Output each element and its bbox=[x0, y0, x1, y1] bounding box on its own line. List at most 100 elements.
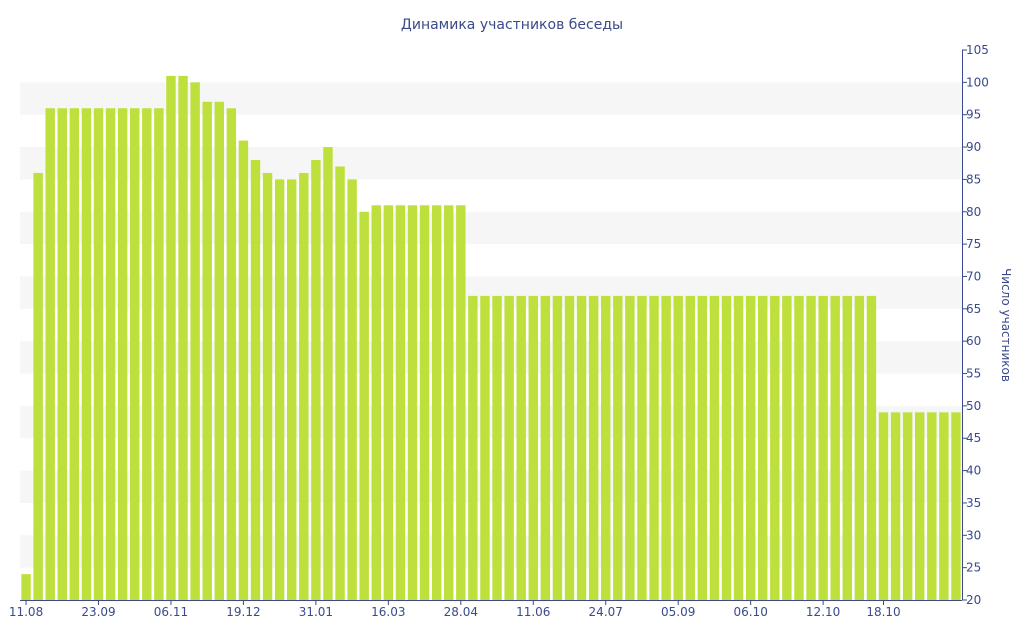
bar bbox=[528, 295, 538, 600]
bar bbox=[915, 412, 925, 600]
grid-band bbox=[20, 82, 962, 115]
y-tick-label: 50 bbox=[966, 399, 981, 413]
bar bbox=[649, 295, 659, 600]
bar bbox=[625, 295, 635, 600]
bar bbox=[444, 205, 454, 601]
grid-band bbox=[20, 535, 962, 568]
bar bbox=[45, 108, 55, 601]
bar bbox=[540, 295, 551, 600]
grid-bands bbox=[20, 82, 962, 568]
y-tick-label: 20 bbox=[966, 593, 981, 607]
grid-band bbox=[20, 470, 962, 503]
bar bbox=[939, 412, 949, 600]
x-tick-label: 11.08 bbox=[9, 605, 43, 619]
x-tick-label: 18.10 bbox=[866, 605, 900, 619]
bar bbox=[226, 108, 237, 601]
bar bbox=[262, 172, 273, 600]
bar bbox=[178, 75, 188, 600]
bar bbox=[93, 108, 104, 601]
bar bbox=[902, 412, 913, 600]
x-tick-label: 31.01 bbox=[299, 605, 333, 619]
bar bbox=[431, 205, 442, 601]
bar bbox=[854, 295, 865, 600]
bar bbox=[733, 295, 744, 600]
y-axis: 20 25 30 35 40 45 50 55 60 65 70 75 80 85 90 95 100 105 bbox=[962, 43, 989, 607]
chart-title: Динамика участников беседы bbox=[401, 17, 623, 33]
bar bbox=[81, 108, 92, 601]
bar bbox=[806, 295, 816, 600]
bar bbox=[347, 179, 357, 600]
bar bbox=[166, 75, 176, 600]
y-tick-label: 100 bbox=[966, 75, 989, 89]
bar bbox=[359, 211, 369, 600]
bar bbox=[685, 295, 695, 600]
bar bbox=[33, 172, 43, 600]
bar bbox=[697, 295, 708, 600]
y-tick-label: 80 bbox=[966, 205, 981, 219]
bar bbox=[456, 205, 466, 601]
y-tick-label: 35 bbox=[966, 496, 981, 510]
bar bbox=[588, 295, 599, 600]
bar bbox=[419, 205, 430, 601]
bar bbox=[130, 108, 140, 601]
x-tick-label: 05.09 bbox=[661, 605, 695, 619]
y-tick-label: 105 bbox=[966, 43, 989, 57]
y-tick-label: 85 bbox=[966, 172, 981, 186]
bar bbox=[709, 295, 720, 600]
bars bbox=[21, 75, 961, 601]
bar bbox=[250, 160, 261, 600]
bar bbox=[117, 108, 128, 601]
x-tick-label: 24.07 bbox=[589, 605, 623, 619]
grid-band bbox=[20, 211, 962, 245]
x-tick-label: 23.09 bbox=[81, 605, 115, 619]
bar bbox=[601, 295, 611, 600]
bar bbox=[323, 147, 333, 600]
y-tick-label: 25 bbox=[966, 561, 981, 575]
bar bbox=[745, 295, 756, 600]
y-tick-label: 70 bbox=[966, 269, 981, 283]
x-tick-label: 06.10 bbox=[733, 605, 767, 619]
x-tick-label: 28.04 bbox=[444, 605, 478, 619]
bar bbox=[770, 295, 780, 600]
bar bbox=[190, 82, 200, 601]
bar bbox=[576, 295, 587, 600]
bar bbox=[468, 295, 478, 600]
y-tick-label: 40 bbox=[966, 464, 981, 478]
bar bbox=[890, 412, 901, 600]
bar bbox=[383, 205, 394, 601]
bar bbox=[287, 179, 297, 600]
y-tick-label: 90 bbox=[966, 140, 981, 154]
bar bbox=[21, 574, 31, 600]
bar bbox=[613, 295, 623, 600]
bar bbox=[395, 205, 406, 601]
bar bbox=[842, 295, 852, 600]
y-tick-label: 45 bbox=[966, 431, 981, 445]
bar bbox=[794, 295, 804, 600]
bar bbox=[878, 412, 889, 600]
y-tick-label: 60 bbox=[966, 334, 981, 348]
bar bbox=[564, 295, 575, 600]
bar bbox=[299, 172, 309, 600]
y-tick-label: 65 bbox=[966, 302, 981, 316]
bar bbox=[504, 295, 514, 600]
y-tick-label: 95 bbox=[966, 108, 981, 122]
bar bbox=[311, 160, 321, 600]
grid-band bbox=[20, 405, 962, 439]
bar bbox=[492, 295, 502, 600]
bar bbox=[214, 101, 224, 600]
y-tick-label: 75 bbox=[966, 237, 981, 251]
bar bbox=[202, 101, 212, 600]
bar bbox=[238, 140, 249, 600]
bar bbox=[661, 295, 671, 600]
bar bbox=[830, 295, 840, 600]
bar bbox=[673, 295, 683, 600]
bar bbox=[758, 295, 768, 600]
y-tick-label: 30 bbox=[966, 528, 981, 542]
bar bbox=[142, 108, 152, 601]
bar bbox=[154, 108, 164, 601]
bar bbox=[927, 412, 937, 600]
bar bbox=[335, 166, 345, 600]
x-tick-label: 19.12 bbox=[226, 605, 260, 619]
x-tick-label: 11.06 bbox=[516, 605, 550, 619]
